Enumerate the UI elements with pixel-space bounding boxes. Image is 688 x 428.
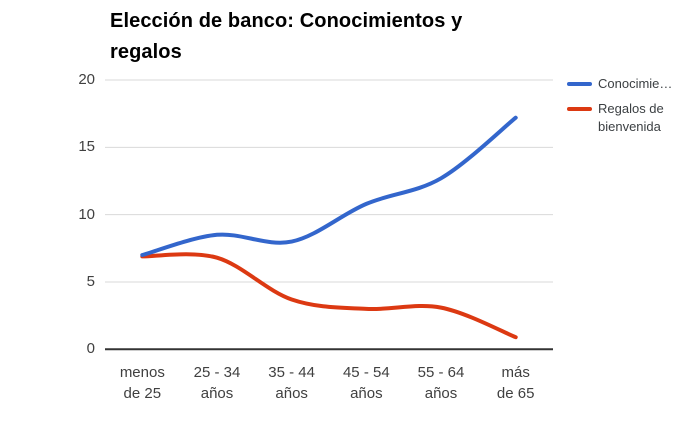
legend-line-swatch-icon xyxy=(567,107,592,111)
chart-title: Elección de banco: Conocimientos y regal… xyxy=(110,10,463,63)
x-tick-label: 25 - 34 años xyxy=(193,364,241,402)
legend: Conocimie… Regalos de bienvenida xyxy=(567,75,685,143)
y-tick-label: 15 xyxy=(78,138,95,156)
x-tick-label: 55 - 64 años xyxy=(417,364,465,402)
legend-item-regalos: Regalos de bienvenida xyxy=(567,100,685,136)
y-tick-label: 0 xyxy=(86,340,95,358)
legend-line-swatch-icon xyxy=(567,82,592,86)
x-tick-label: 35 - 44 años xyxy=(268,364,315,402)
x-tick-label: más de 65 xyxy=(496,364,535,402)
y-tick-label: 20 xyxy=(78,71,95,88)
y-tick-label: 10 xyxy=(78,205,95,223)
x-tick-label: 45 - 54 años xyxy=(342,364,390,402)
legend-label-regalos: Regalos de bienvenida xyxy=(598,101,664,134)
legend-label-conocimientos: Conocimie… xyxy=(598,76,673,91)
x-tick-label: menos de 25 xyxy=(119,364,165,402)
series-line-0 xyxy=(140,115,518,257)
y-tick-label: 5 xyxy=(86,272,95,290)
series-line-1 xyxy=(140,252,518,340)
legend-item-conocimientos: Conocimie… xyxy=(567,75,685,93)
